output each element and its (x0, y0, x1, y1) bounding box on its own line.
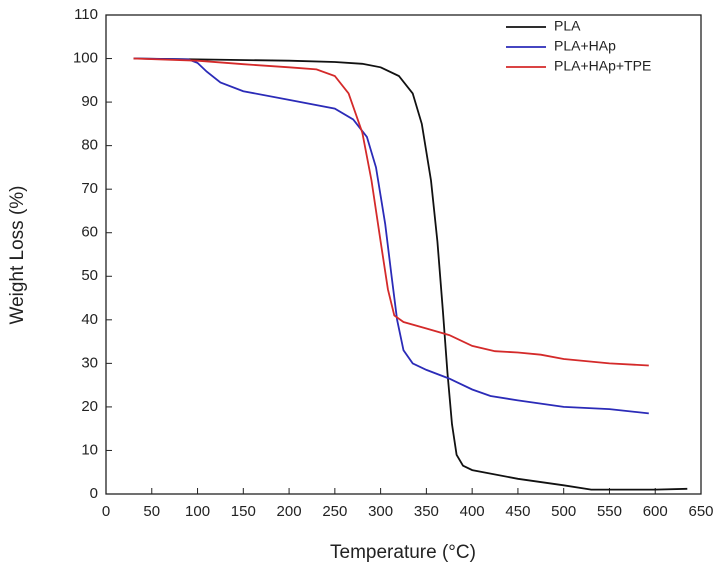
y-tick-label: 10 (81, 441, 98, 458)
y-tick-label: 90 (81, 93, 98, 110)
y-tick-label: 60 (81, 224, 98, 241)
series-line (133, 57, 649, 367)
y-tick-label: 110 (74, 6, 98, 23)
y-tick-label: 30 (81, 354, 98, 371)
x-tick-label: 400 (460, 503, 485, 520)
x-tick-label: 600 (643, 503, 668, 520)
x-tick-label: 0 (102, 503, 110, 520)
y-tick-label: 0 (90, 485, 98, 502)
x-tick-label: 550 (597, 503, 622, 520)
y-tick-label: 40 (81, 311, 98, 328)
legend: PLA PLA+HAp PLA+HAp+TPE (506, 18, 651, 74)
legend-label: PLA (554, 18, 581, 34)
y-axis-title: Weight Loss (%) (7, 185, 28, 324)
y-tick-label: 20 (81, 398, 98, 415)
y-tick-label: 100 (73, 50, 98, 67)
x-tick-label: 250 (322, 503, 347, 520)
legend-label: PLA+HAp (554, 38, 616, 54)
plot-frame (105, 14, 702, 495)
y-tick-label: 70 (81, 180, 98, 197)
x-tick-label: 150 (231, 503, 256, 520)
series-line (133, 57, 649, 415)
x-tick-label: 100 (185, 503, 210, 520)
x-tick-label: 200 (277, 503, 302, 520)
x-tick-label: 650 (688, 503, 713, 520)
x-tick-label: 300 (368, 503, 393, 520)
x-tick-label: 500 (551, 503, 576, 520)
x-tick-label: 50 (143, 503, 160, 520)
y-tick-label: 50 (81, 267, 98, 284)
x-tick-label: 350 (414, 503, 439, 520)
x-tick-label: 450 (505, 503, 530, 520)
y-tick-label: 80 (81, 137, 98, 154)
legend-label: PLA+HAp+TPE (554, 58, 651, 74)
series-line (133, 57, 688, 491)
x-axis-title: Temperature (°C) (330, 542, 476, 563)
